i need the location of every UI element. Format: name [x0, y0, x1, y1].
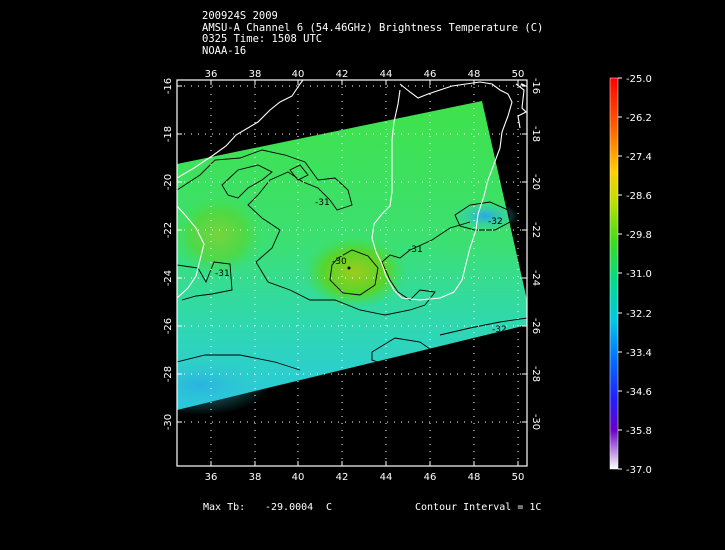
lat-label: -20 — [163, 174, 174, 190]
colorbar-labels: -25.0 -26.2 -27.4 -28.6 -29.8 -31.0 -32.… — [626, 74, 652, 476]
warm-patch-west — [177, 195, 263, 275]
lat-label: -16 — [530, 78, 541, 94]
contour-label: -31 — [408, 245, 423, 255]
lat-labels-left: -16 -18 -20 -22 -24 -26 -28 -30 — [163, 78, 174, 430]
lat-label: -30 — [530, 414, 541, 430]
lon-label: 42 — [336, 69, 349, 80]
contour-lines — [177, 149, 527, 371]
colorbar-label: -32.2 — [626, 309, 652, 320]
colorbar-label: -28.6 — [626, 191, 652, 202]
lat-label: -26 — [530, 318, 541, 334]
colorbar-label: -35.8 — [626, 426, 652, 437]
colorbar-label: -33.4 — [626, 348, 652, 359]
lat-label: -24 — [163, 270, 174, 286]
lat-label: -26 — [163, 318, 174, 334]
map-header: 200924S 2009 AMSU-A Channel 6 (54.46GHz) … — [202, 10, 544, 57]
lat-label: -28 — [530, 366, 541, 382]
lat-label: -16 — [163, 78, 174, 94]
cold-patch-south — [177, 355, 270, 415]
max-tb-unit: C — [326, 502, 333, 513]
lon-label: 48 — [468, 472, 481, 483]
lat-label: -22 — [530, 222, 541, 238]
lon-label: 36 — [205, 69, 218, 80]
colorbar-label: -26.2 — [626, 113, 652, 124]
lat-label: -24 — [530, 270, 541, 286]
lon-label: 46 — [424, 472, 437, 483]
map-frame — [176, 79, 528, 467]
lat-label: -18 — [163, 126, 174, 142]
colorbar-ticks — [618, 77, 622, 470]
contour-label: -31 — [315, 198, 330, 208]
lon-label: 50 — [512, 472, 525, 483]
colorbar-label: -29.8 — [626, 230, 652, 241]
header-channel: AMSU-A Channel 6 (54.46GHz) Brightness T… — [202, 21, 544, 34]
contour-label: -32 — [492, 325, 507, 335]
lon-label: 36 — [205, 472, 218, 483]
header-date: 200924S 2009 — [202, 10, 278, 22]
lon-label: 40 — [292, 472, 305, 483]
colorbar-label: -25.0 — [626, 74, 652, 85]
map-ticks — [177, 80, 527, 466]
colorbar-label: -27.4 — [626, 152, 652, 163]
contour-label: -30 — [332, 257, 347, 267]
contour-label: -32 — [488, 217, 503, 227]
cold-patch-east — [451, 201, 519, 231]
lat-label: -18 — [530, 126, 541, 142]
warm-core-region — [303, 236, 407, 308]
lat-label: -20 — [530, 174, 541, 190]
lon-label: 38 — [249, 69, 262, 80]
coastline — [177, 80, 527, 301]
lon-label: 50 — [512, 69, 525, 80]
lon-label: 38 — [249, 472, 262, 483]
lon-labels-top: 36 38 40 42 44 46 48 50 — [205, 69, 525, 80]
lon-label: 44 — [380, 472, 393, 483]
max-tb-marker — [347, 266, 351, 270]
lon-label: 40 — [292, 69, 305, 80]
max-tb-label: Max Tb: — [203, 502, 246, 513]
header-time: 0325 Time: 1508 UTC — [202, 33, 323, 45]
lat-labels-right: -16 -18 -20 -22 -24 -26 -28 -30 — [530, 78, 541, 430]
lat-lon-grid — [177, 80, 527, 466]
lon-label: 42 — [336, 472, 349, 483]
lon-label: 44 — [380, 69, 393, 80]
lon-label: 46 — [424, 69, 437, 80]
header-satellite: NOAA-16 — [202, 44, 247, 57]
contour-interval: Contour Interval = 1C — [415, 502, 542, 513]
contour-label: -31 — [215, 269, 230, 279]
lat-label: -28 — [163, 366, 174, 382]
max-tb-value: -29.0004 — [265, 502, 314, 513]
colorbar — [609, 77, 619, 470]
lat-label: -30 — [163, 414, 174, 430]
colorbar-label: -34.6 — [626, 387, 652, 398]
lat-label: -22 — [163, 222, 174, 238]
lon-labels-bottom: 36 38 40 42 44 46 48 50 — [205, 472, 525, 483]
colorbar-label: -31.0 — [626, 269, 652, 280]
contour-labels: -31 -31 -31 -30 -32 -32 — [215, 198, 507, 335]
lon-label: 48 — [468, 69, 481, 80]
colorbar-label: -37.0 — [626, 465, 652, 476]
